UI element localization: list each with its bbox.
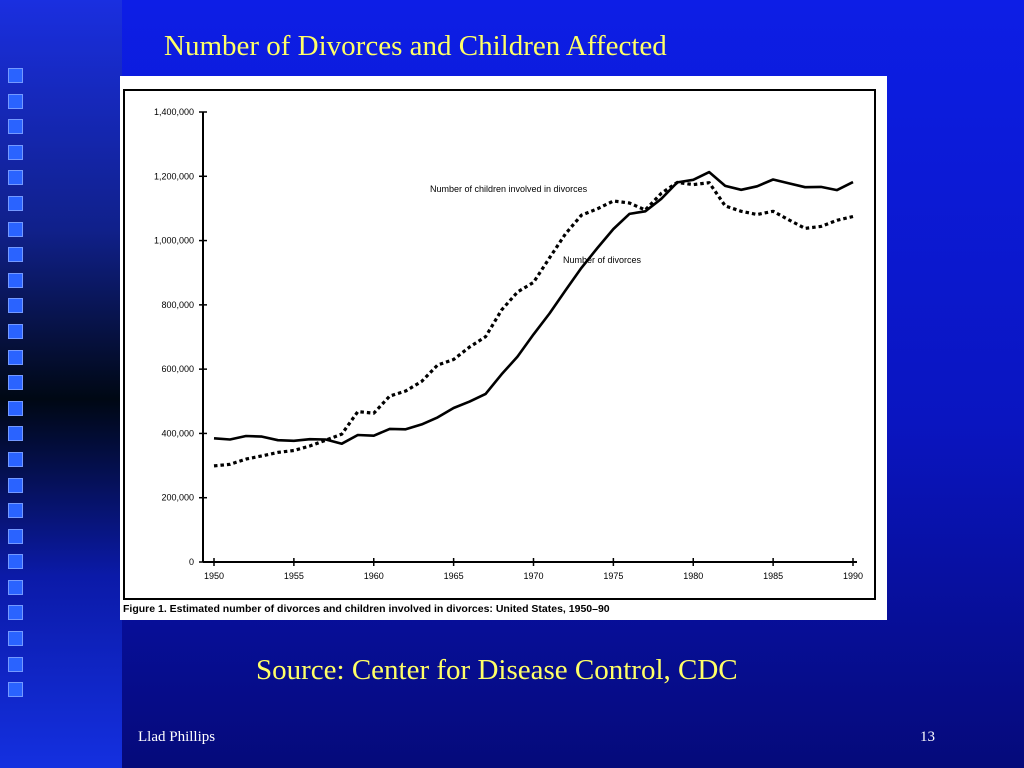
footer-page-number: 13 (920, 729, 935, 745)
x-tick-label: 1960 (364, 571, 384, 581)
x-tick-label: 1980 (683, 571, 703, 581)
decorative-bullet (8, 605, 23, 621)
annotation-children: Number of children involved in divorces (430, 184, 588, 194)
decorative-bullet (8, 144, 23, 160)
decorative-bullet (8, 349, 23, 365)
decorative-bullet (8, 426, 23, 442)
decorative-bullet (8, 93, 23, 109)
line-chart: 0 200,000 400,000 600,000 800,000 1,000,000 1,… (123, 89, 876, 615)
y-tick-label: 800,000 (161, 300, 194, 310)
decorative-bullet (8, 503, 23, 519)
decorative-bullet (8, 298, 23, 314)
decorative-bullet (8, 451, 23, 467)
series-children-line (213, 180, 854, 468)
decorative-bullet (8, 323, 23, 339)
decorative-bullet (8, 170, 23, 186)
x-tick-label: 1950 (204, 571, 224, 581)
x-tick-label: 1970 (523, 571, 543, 581)
y-tick-label: 1,400,000 (154, 107, 194, 117)
decorative-bullet (8, 400, 23, 416)
decorative-bullet (8, 375, 23, 391)
figure-caption: Figure 1. Estimated number of divorces a… (123, 603, 610, 615)
chart-figure: 0 200,000 400,000 600,000 800,000 1,000,000 1,… (120, 76, 887, 620)
y-tick-label: 1,000,000 (154, 236, 194, 246)
decorative-bullet (8, 195, 23, 211)
decorative-bullet (8, 119, 23, 135)
decorative-bullet (8, 656, 23, 672)
bullet-column (8, 68, 28, 708)
decorative-bullet (8, 477, 23, 493)
x-tick-label: 1965 (444, 571, 464, 581)
decorative-bullet (8, 528, 23, 544)
decorative-bullet (8, 247, 23, 263)
decorative-bullet (8, 221, 23, 237)
y-tick-label: 200,000 (161, 493, 194, 503)
y-tick-label: 1,200,000 (154, 171, 194, 181)
decorative-bullet (8, 579, 23, 595)
decorative-bullet (8, 272, 23, 288)
decorative-bullet (8, 682, 23, 698)
annotation-divorces: Number of divorces (563, 255, 642, 265)
chart-frame (123, 89, 876, 600)
decorative-bullet (8, 631, 23, 647)
y-tick-label: 600,000 (161, 364, 194, 374)
slide-title: Number of Divorces and Children Affected (164, 30, 667, 62)
left-decorative-band (0, 0, 122, 768)
decorative-bullet (8, 68, 23, 83)
series-divorces-line (213, 170, 854, 445)
x-tick-label: 1955 (284, 571, 304, 581)
x-tick-label: 1990 (843, 571, 863, 581)
x-tick-label: 1985 (763, 571, 783, 581)
footer-author: Llad Phillips (138, 729, 216, 745)
decorative-bullet (8, 554, 23, 570)
y-tick-label: 400,000 (161, 428, 194, 438)
source-citation: Source: Center for Disease Control, CDC (256, 654, 738, 686)
x-tick-label: 1975 (603, 571, 623, 581)
y-tick-label: 0 (189, 557, 194, 567)
